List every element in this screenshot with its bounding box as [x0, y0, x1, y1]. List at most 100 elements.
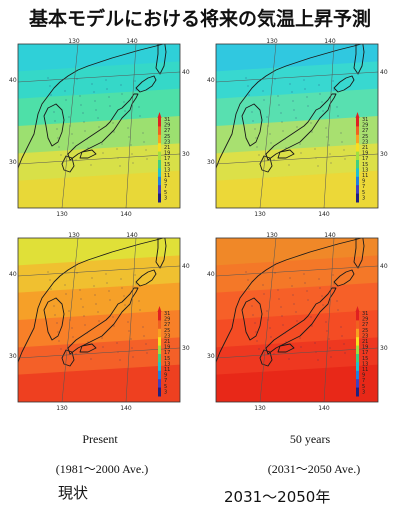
- coastline: [333, 269, 355, 287]
- coastline: [216, 44, 363, 170]
- coastline: [277, 149, 295, 159]
- coastline: [216, 238, 363, 364]
- longitude-tick-label: 140: [324, 38, 336, 45]
- coast-speckle: [84, 130, 86, 132]
- coast-speckle: [326, 330, 328, 332]
- colorbar-label: 15: [362, 356, 368, 362]
- latitude-tick-label: 40: [9, 77, 17, 84]
- colorbar-label: 27: [362, 128, 368, 134]
- coast-speckle: [281, 121, 283, 123]
- coast-speckle: [307, 299, 309, 301]
- coast-speckle: [57, 137, 59, 139]
- coast-speckle: [139, 309, 141, 311]
- latitude-tick-label: 30: [380, 345, 388, 352]
- coast-speckle: [291, 285, 293, 287]
- coast-speckle: [330, 162, 332, 164]
- coast-speckle: [303, 79, 305, 81]
- coast-speckle: [248, 94, 250, 96]
- coast-speckle: [49, 279, 51, 281]
- coast-speckle: [108, 96, 110, 98]
- colorbar-label: 3: [362, 195, 365, 201]
- coast-speckle: [282, 324, 284, 326]
- coast-speckle: [319, 287, 321, 289]
- colorbar-label: 27: [362, 322, 368, 328]
- coast-speckle: [65, 293, 67, 295]
- longitude-tick-label: 130: [68, 38, 80, 45]
- coast-speckle: [317, 359, 319, 361]
- colorbar-segment: [356, 168, 359, 178]
- coast-speckle: [138, 106, 140, 108]
- coast-speckle: [76, 272, 78, 274]
- coast-speckle: [90, 164, 92, 166]
- coast-speckle: [314, 148, 316, 150]
- coast-speckle: [53, 111, 55, 113]
- parallel-line: [216, 265, 378, 277]
- coastline: [241, 103, 263, 147]
- coast-speckle: [68, 310, 70, 312]
- coastline: [155, 238, 167, 269]
- coast-speckle: [124, 304, 126, 306]
- longitude-tick-label: 140: [126, 38, 138, 45]
- longitude-tick-label: 130: [266, 38, 278, 45]
- colorbar-segment: [356, 143, 359, 153]
- colorbar-label: 25: [164, 134, 170, 140]
- colorbar-label: 13: [362, 167, 368, 173]
- coast-speckle: [72, 142, 74, 144]
- coast-speckle: [138, 300, 140, 302]
- coastline: [277, 343, 295, 353]
- longitude-tick-label: 130: [68, 232, 80, 239]
- colorbar-segment: [158, 151, 161, 161]
- coast-speckle: [91, 83, 93, 85]
- coast-speckle: [56, 128, 58, 130]
- colorbar-segment: [356, 176, 359, 186]
- coast-speckle: [93, 285, 95, 287]
- colorbar-segment: [158, 118, 161, 127]
- coast-speckle: [332, 80, 334, 82]
- coast-speckle: [269, 133, 271, 135]
- coast-speckle: [341, 141, 343, 143]
- coast-speckle: [325, 127, 327, 129]
- meridian-line: [323, 44, 335, 208]
- page-title: 基本モデルにおける将来の気温上昇予測: [28, 8, 371, 30]
- coast-speckle: [106, 282, 108, 284]
- meridian-line: [61, 44, 79, 208]
- colorbar-arrow: [157, 112, 162, 118]
- coast-speckle: [321, 101, 323, 103]
- coast-speckle: [131, 347, 133, 349]
- coast-speckle: [333, 283, 335, 285]
- colorbar-label: 19: [362, 151, 368, 157]
- coast-speckle: [127, 127, 129, 129]
- coast-speckle: [146, 158, 148, 160]
- colorbar-segment: [356, 345, 359, 355]
- coast-speckle: [80, 104, 82, 106]
- coast-speckle: [277, 289, 279, 291]
- coastline: [79, 149, 97, 159]
- colorbar-label: 19: [164, 151, 170, 157]
- colorbar-segment: [356, 379, 359, 389]
- coast-speckle: [304, 282, 306, 284]
- coast-speckle: [300, 152, 302, 154]
- coast-speckle: [319, 93, 321, 95]
- coastline: [333, 75, 355, 93]
- coast-speckle: [50, 288, 52, 290]
- latitude-tick-label: 30: [9, 353, 17, 360]
- latitude-tick-label: 40: [207, 77, 215, 84]
- colorbar-segment: [158, 328, 161, 338]
- coast-speckle: [311, 131, 313, 133]
- coast-speckle: [65, 99, 67, 101]
- coast-speckle: [344, 352, 346, 354]
- colorbar-segment: [356, 387, 359, 397]
- coast-speckle: [299, 143, 301, 145]
- coast-speckle: [116, 342, 118, 344]
- map-frame: [215, 43, 379, 209]
- coast-speckle: [143, 335, 145, 337]
- coast-speckle: [109, 299, 111, 301]
- coast-speckle: [83, 315, 85, 317]
- coast-speckle: [254, 322, 256, 324]
- colorbar-segment: [158, 126, 161, 136]
- coast-speckle: [79, 289, 81, 291]
- coast-speckle: [314, 342, 316, 344]
- map-panel-future-winter: 130 140 130 140 40 30 40 30 31 29 27 25 23 21 19 17 15 13…: [206, 38, 388, 220]
- coast-speckle: [289, 83, 291, 85]
- coast-speckle: [60, 348, 62, 350]
